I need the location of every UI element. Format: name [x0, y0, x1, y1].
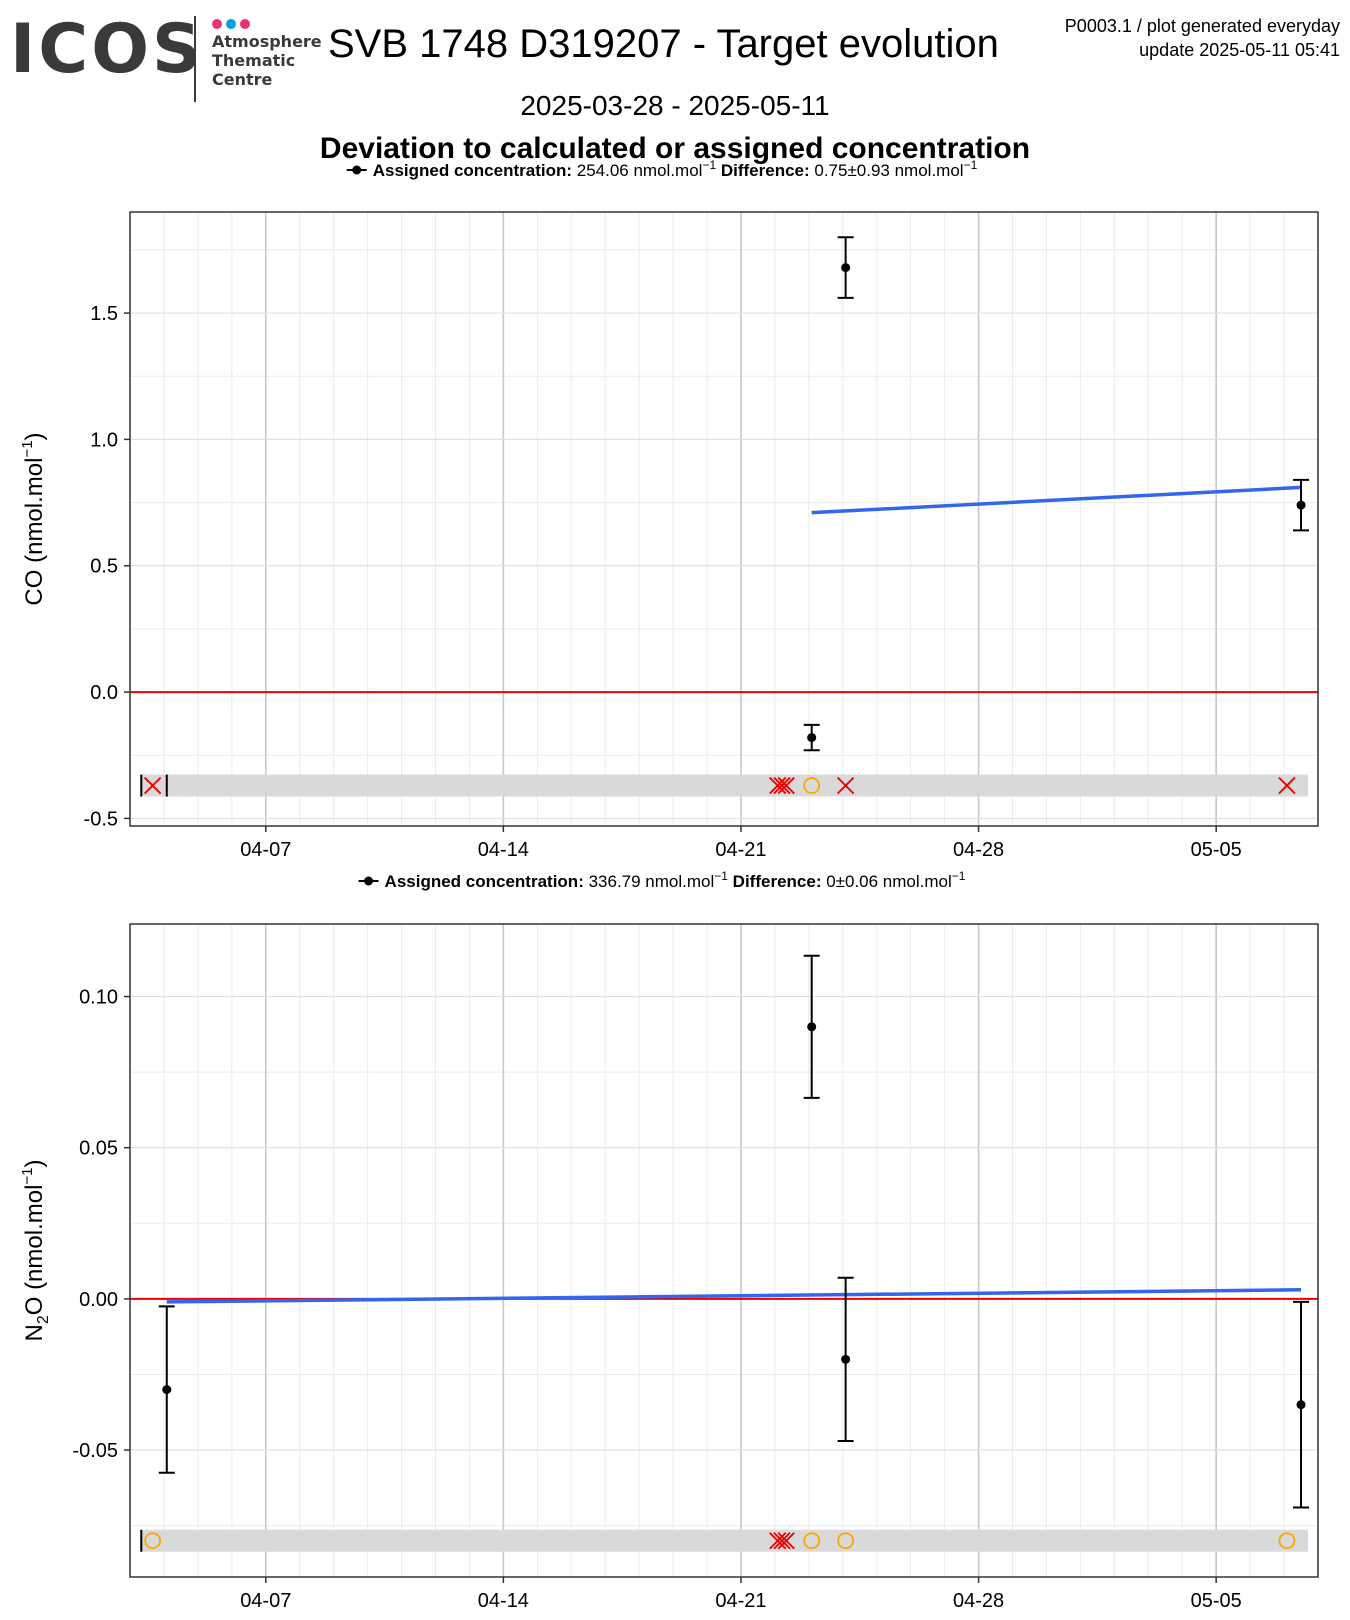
logo-dot-1 — [212, 19, 222, 29]
x-tick-label: 04-28 — [953, 1590, 1004, 1612]
flag-x-marker — [769, 1532, 787, 1550]
y-tick-label: 0.0 — [90, 682, 118, 704]
x-tick-label: 04-14 — [478, 839, 529, 861]
flag-x-marker — [1278, 776, 1296, 795]
flag-circle-marker — [803, 777, 821, 794]
legend: Assigned concentration: 254.06 nmol.mol−… — [346, 158, 978, 180]
flag-band — [140, 1529, 1308, 1552]
y-axis-title: N2O (nmol.mol−1) — [19, 1159, 52, 1341]
legend-difference-value: 0.75±0.93 nmol.mol — [814, 161, 963, 180]
y-tick-label: 0.10 — [79, 987, 118, 1009]
legend-key-point — [364, 876, 374, 886]
icos-logo: ICOS — [10, 10, 204, 89]
logo-divider — [194, 16, 196, 102]
logo-sub-line-1: Atmosphere — [212, 32, 322, 51]
y-axis-title-subscript: 2 — [35, 1315, 52, 1324]
flag-x-marker — [777, 776, 795, 795]
logo-sub-line-3: Centre — [212, 70, 273, 89]
chart-panel-1: -0.5 0.0 0.5 1.0 1.5 04-07 04-14 04-21 04-28 05-0… — [19, 158, 1319, 861]
trend-line — [811, 485, 1302, 515]
y-axis-title-superscript: −1 — [19, 440, 36, 457]
y-axis-title-main: N — [21, 1324, 48, 1341]
flag-x-marker — [836, 776, 855, 795]
trend-line — [166, 1288, 1302, 1304]
y-axis-title-superscript: −1 — [19, 1167, 36, 1184]
logo-dot-2 — [226, 19, 236, 29]
flag-x-marker — [773, 1532, 791, 1550]
y-axis-title: CO (nmol.mol−1) — [19, 432, 48, 605]
flag-x-marker — [143, 776, 162, 795]
flag-x-marker — [773, 776, 791, 795]
legend-text: Assigned concentration: 336.79 nmol.mol−… — [385, 869, 966, 891]
y-tick-label: 1.0 — [90, 429, 118, 451]
flag-circle-marker — [803, 1532, 821, 1550]
logo-dot-3 — [240, 19, 250, 29]
logo-dots — [212, 16, 254, 34]
y-tick-label: 0.5 — [90, 556, 118, 578]
legend-assigned-value: 336.79 nmol.mol — [589, 872, 715, 891]
legend-superscript: −1 — [714, 869, 728, 883]
y-tick-label: -0.05 — [72, 1440, 118, 1462]
plot-frame — [129, 211, 1319, 827]
data-point — [162, 1385, 172, 1395]
legend-key-point — [352, 165, 362, 175]
y-axis-title-close: ) — [21, 1159, 48, 1167]
meta-generated: P0003.1 / plot generated everyday — [1064, 16, 1340, 36]
legend-assigned-value: 254.06 nmol.mol — [577, 161, 703, 180]
y-axis-title-rest: O (nmol.mol — [21, 1185, 48, 1316]
data-point — [841, 263, 851, 273]
plot-meta: P0003.1 / plot generated everyday update… — [1065, 14, 1340, 62]
meta-update: update 2025-05-11 05:41 — [1139, 40, 1340, 60]
x-tick-label: 04-07 — [240, 839, 291, 861]
x-tick-label: 04-21 — [715, 839, 766, 861]
legend-text: Assigned concentration: 254.06 nmol.mol−… — [373, 158, 978, 180]
x-tick-label: 04-07 — [240, 1590, 291, 1612]
data-point — [807, 1022, 817, 1032]
y-axis-title-main: CO (nmol.mol — [21, 458, 48, 606]
plot-background — [130, 924, 1318, 1577]
legend-superscript: −1 — [964, 158, 978, 172]
legend-assigned-label: Assigned concentration: — [373, 161, 577, 180]
data-point — [841, 1354, 851, 1364]
logo-sub-line-2: Thematic — [212, 51, 296, 70]
data-point — [807, 733, 817, 743]
x-tick-label: 04-28 — [953, 839, 1004, 861]
x-tick-label: 05-05 — [1191, 1590, 1242, 1612]
x-tick-label: 04-14 — [478, 1590, 529, 1612]
data-point — [1296, 1400, 1306, 1410]
logo-subtitle: Atmosphere Thematic Centre — [212, 32, 322, 89]
plot-background — [130, 212, 1318, 826]
y-tick-label: 0.00 — [79, 1289, 118, 1311]
y-tick-label: 1.5 — [90, 303, 118, 325]
legend-difference-label: Difference: — [716, 161, 814, 180]
x-tick-label: 05-05 — [1191, 839, 1242, 861]
legend: Assigned concentration: 336.79 nmol.mol−… — [358, 869, 966, 891]
y-tick-label: 0.05 — [79, 1138, 118, 1160]
chart-subtitle: Deviation to calculated or assigned conc… — [319, 132, 1031, 165]
date-range: 2025-03-28 - 2025-05-11 — [520, 90, 830, 121]
chart-panel-2: -0.05 0.00 0.05 0.10 04-07 04-14 04-21 04-28 05-… — [19, 869, 1319, 1612]
legend-superscript: −1 — [952, 869, 966, 883]
data-point — [1296, 500, 1306, 510]
flag-circle-marker — [837, 1532, 855, 1550]
y-axis-title-close: ) — [21, 432, 48, 440]
flag-x-marker — [777, 1532, 795, 1550]
flag-band — [140, 774, 1308, 797]
x-tick-label: 04-21 — [715, 1590, 766, 1612]
flag-x-marker — [769, 776, 787, 795]
plot-frame — [129, 923, 1319, 1578]
page-title: SVB 1748 D319207 - Target evolution — [328, 22, 999, 66]
legend-superscript: −1 — [702, 158, 716, 172]
flag-circle-marker — [1278, 1532, 1296, 1550]
legend-difference-value: 0±0.06 nmol.mol — [826, 872, 952, 891]
legend-difference-label: Difference: — [728, 872, 826, 891]
flag-circle-marker — [144, 1532, 162, 1550]
legend-assigned-label: Assigned concentration: — [385, 872, 589, 891]
y-tick-label: -0.5 — [84, 808, 118, 830]
